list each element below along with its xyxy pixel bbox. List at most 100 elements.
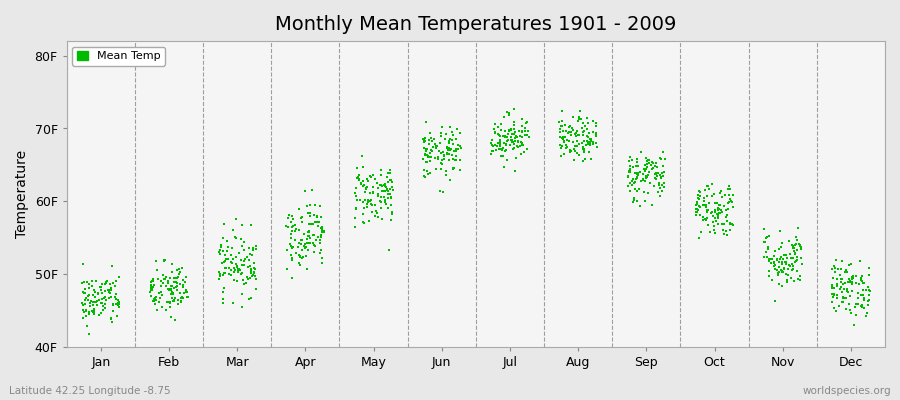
Point [576, 132, 590, 138]
Point [650, 172, 664, 179]
Point [288, 228, 302, 234]
Point [692, 235, 706, 242]
Point [714, 207, 728, 213]
Point [78, 290, 93, 296]
Point [169, 279, 184, 285]
Point [698, 202, 712, 208]
Point [502, 141, 517, 148]
Point [631, 163, 645, 169]
Point [216, 272, 230, 278]
Point [580, 134, 595, 141]
Point [216, 248, 230, 254]
Point [439, 151, 454, 158]
Point [771, 272, 786, 278]
Point [422, 129, 436, 136]
Point [149, 306, 164, 313]
Point [720, 212, 734, 218]
Point [699, 207, 714, 214]
Point [554, 142, 569, 149]
Point [788, 251, 803, 258]
Point [373, 182, 387, 188]
Point [348, 184, 363, 191]
Point [580, 138, 594, 144]
Point [652, 172, 667, 178]
Point [437, 152, 452, 158]
Point [217, 221, 231, 228]
Point [576, 128, 590, 135]
Point [860, 298, 875, 304]
Point [422, 170, 436, 176]
Point [691, 195, 706, 201]
Point [835, 299, 850, 306]
Point [789, 254, 804, 260]
Point [508, 135, 523, 141]
Point [711, 211, 725, 218]
Point [651, 170, 665, 176]
Point [310, 237, 324, 244]
Point [581, 138, 596, 145]
Point [157, 280, 171, 286]
Point [364, 197, 378, 204]
Point [583, 138, 598, 144]
Point [723, 220, 737, 226]
Point [842, 279, 857, 285]
Point [279, 223, 293, 229]
Point [417, 139, 431, 145]
Point [144, 284, 158, 290]
Point [417, 139, 431, 146]
Point [767, 260, 781, 266]
Point [572, 116, 587, 122]
Point [144, 284, 158, 291]
Point [558, 122, 572, 128]
Point [784, 254, 798, 261]
Point [785, 242, 799, 249]
Point [586, 129, 600, 136]
Point [778, 259, 793, 265]
Point [507, 145, 521, 151]
Point [854, 302, 868, 309]
Point [355, 153, 369, 160]
Point [641, 157, 655, 163]
Point [692, 212, 706, 218]
Point [711, 204, 725, 211]
Point [378, 197, 392, 203]
Point [451, 146, 465, 153]
Point [589, 119, 603, 126]
Point [628, 163, 643, 169]
Point [786, 244, 800, 251]
Point [284, 275, 299, 282]
Point [243, 222, 257, 228]
Point [693, 189, 707, 196]
Point [294, 214, 309, 221]
Point [300, 266, 314, 272]
Point [640, 164, 654, 170]
Point [366, 189, 381, 196]
Point [590, 140, 604, 147]
Point [382, 191, 397, 197]
Point [356, 220, 371, 226]
Point [146, 298, 160, 304]
Point [569, 143, 583, 149]
Point [554, 117, 569, 124]
Point [840, 268, 854, 275]
Point [493, 127, 508, 134]
Point [773, 254, 788, 260]
Point [356, 164, 371, 171]
Point [715, 221, 729, 227]
Point [635, 176, 650, 182]
Point [830, 283, 844, 289]
Point [356, 219, 370, 225]
Point [416, 136, 430, 142]
Point [238, 256, 252, 263]
Point [484, 140, 499, 147]
Point [98, 279, 112, 286]
Point [76, 307, 90, 313]
Point [563, 147, 578, 153]
Point [857, 297, 871, 303]
Point [716, 194, 730, 200]
Point [626, 164, 641, 170]
Point [493, 133, 508, 140]
Point [576, 158, 590, 164]
Point [586, 139, 600, 146]
Point [648, 171, 662, 178]
